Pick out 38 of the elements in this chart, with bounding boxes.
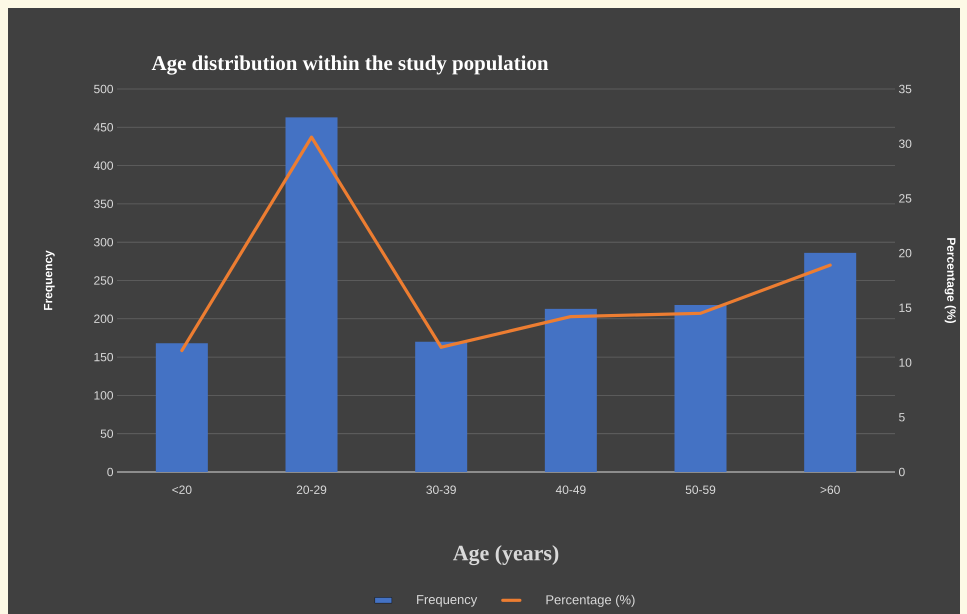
- legend-label: Frequency: [417, 595, 478, 607]
- y2-axis-title: Percentage (%): [944, 238, 956, 324]
- bar: [156, 343, 208, 472]
- x-tick-label: 40-49: [556, 486, 586, 494]
- y2-tick-label: 10: [899, 358, 912, 367]
- bar: [804, 252, 856, 472]
- y-tick-label: 50: [100, 429, 114, 438]
- y2-tick-label: 35: [898, 84, 912, 94]
- y2-tick-label: 0: [899, 468, 905, 476]
- x-axis-title: Age (years): [452, 545, 558, 566]
- y-tick-label: 400: [94, 161, 114, 170]
- y2-tick-label: 30: [898, 139, 912, 148]
- bar: [415, 342, 468, 472]
- bar: [674, 304, 727, 472]
- y2-tick-label: 20: [899, 248, 912, 258]
- y-tick-label: 500: [94, 84, 114, 94]
- x-tick-label: >60: [820, 486, 840, 494]
- y-tick-label: 100: [94, 391, 114, 400]
- legend-label: Percentage (%): [546, 594, 635, 607]
- y-tick-label: 450: [94, 123, 114, 132]
- x-tick-label: <20: [172, 486, 192, 494]
- y-tick-label: 0: [107, 468, 114, 476]
- bar: [544, 308, 597, 472]
- y2-tick-label: 15: [899, 304, 912, 312]
- y-tick-label: 350: [94, 200, 114, 208]
- x-tick-label: 20-29: [296, 486, 326, 494]
- y2-tick-label: 25: [899, 194, 912, 203]
- line-series: [180, 136, 832, 352]
- y2-tick-label: 5: [899, 413, 905, 422]
- bar: [286, 117, 338, 472]
- y-tick-label: 250: [94, 276, 114, 285]
- y-tick-label: 200: [94, 314, 114, 324]
- y-tick-label: 150: [94, 352, 114, 362]
- y-axis-title: Frequency: [44, 250, 55, 310]
- x-tick-label: 30-39: [426, 486, 456, 494]
- chart-title: Age distribution within the study population: [152, 55, 548, 75]
- x-tick-label: 50-59: [686, 486, 716, 494]
- y-tick-label: 300: [94, 238, 114, 246]
